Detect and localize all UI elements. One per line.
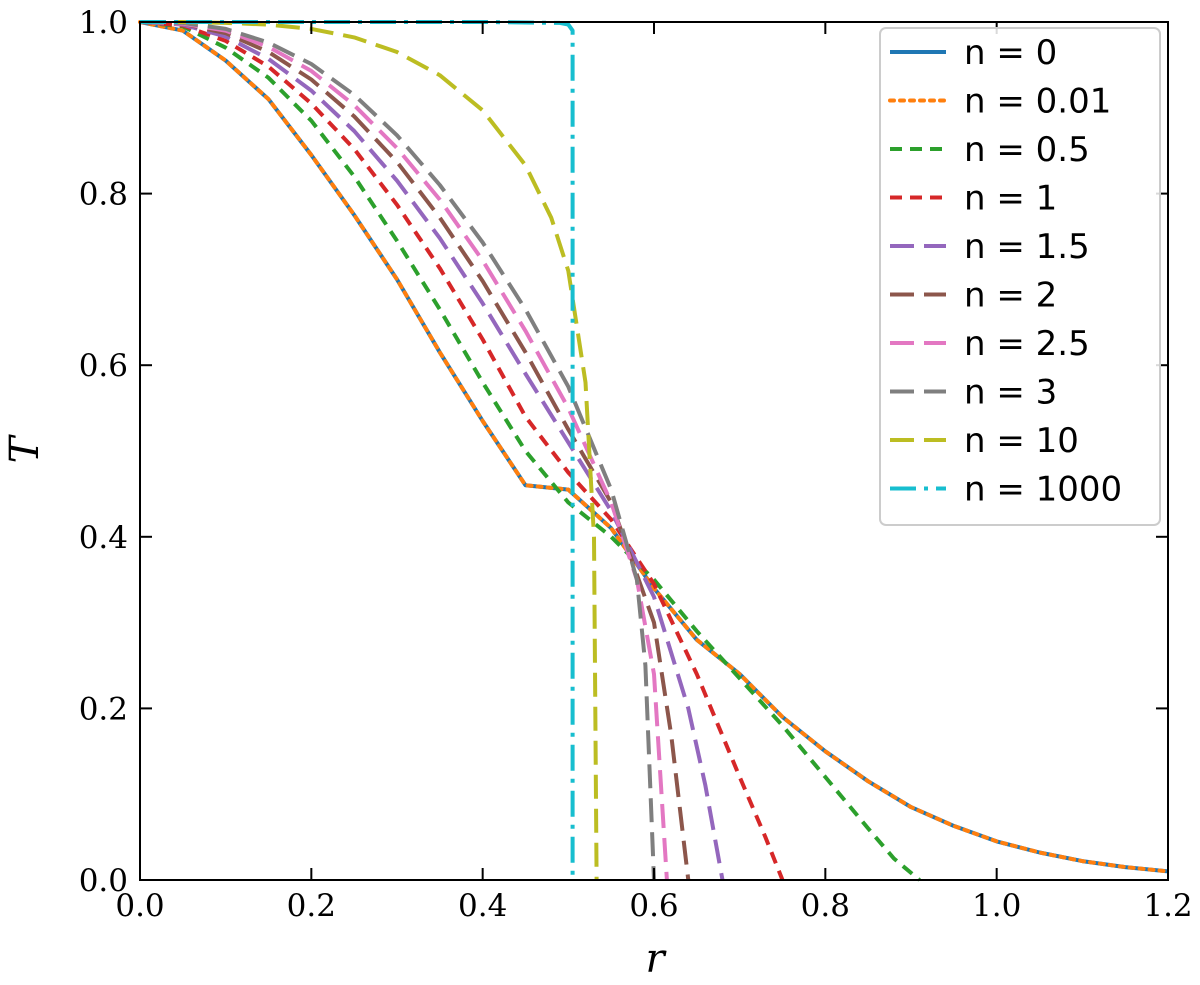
legend-label-2: n = 0.5 [964,130,1090,170]
series-line-3 [139,20,785,881]
y-tick-label: 0.8 [79,177,128,213]
legend-label-7: n = 3 [964,373,1057,413]
series-line-2 [139,20,921,882]
y-axis-label: T [2,433,48,463]
legend: n = 0 n = 0.01 n = 0.5 n = 1 n = 1.5 n = 2 n =… [879,27,1161,526]
x-tick-label: 1.0 [972,888,1021,924]
x-tick-label: 0.0 [115,888,164,924]
legend-label-9: n = 1000 [964,470,1122,510]
y-tick-label: 0.4 [79,520,128,556]
legend-label-3: n = 1 [964,179,1057,219]
series-line-5 [139,20,691,881]
series-line-8 [140,20,599,881]
y-tick-label: 0.2 [79,691,128,727]
x-tick-label: 0.2 [287,888,336,924]
x-axis-label: r [645,936,667,980]
x-tick-label: 0.6 [629,888,678,924]
series-line-6 [139,20,669,881]
legend-label-1: n = 0.01 [964,82,1111,122]
legend-label-0: n = 0 [964,33,1057,73]
y-tick-label: 1.0 [79,5,128,41]
legend-label-6: n = 2.5 [964,324,1090,364]
series-layer [138,20,1170,882]
ticks-layer: 0.0 0.2 0.4 0.6 0.8 1.0 1.2 0.0 0.2 0.4 0.6 0.8 1.0 [79,5,1193,924]
legend-label-8: n = 10 [964,421,1079,461]
legend-label-4: n = 1.5 [964,227,1090,267]
series-line-4 [139,20,725,881]
legend-box [879,27,1161,526]
x-tick-label: 0.8 [801,888,850,924]
x-tick-label: 0.4 [458,888,507,924]
x-tick-label: 1.2 [1143,888,1192,924]
legend-label-5: n = 2 [964,276,1057,316]
y-tick-label: 0.0 [79,863,128,899]
series-line-7 [139,20,656,881]
y-tick-label: 0.6 [79,348,128,384]
